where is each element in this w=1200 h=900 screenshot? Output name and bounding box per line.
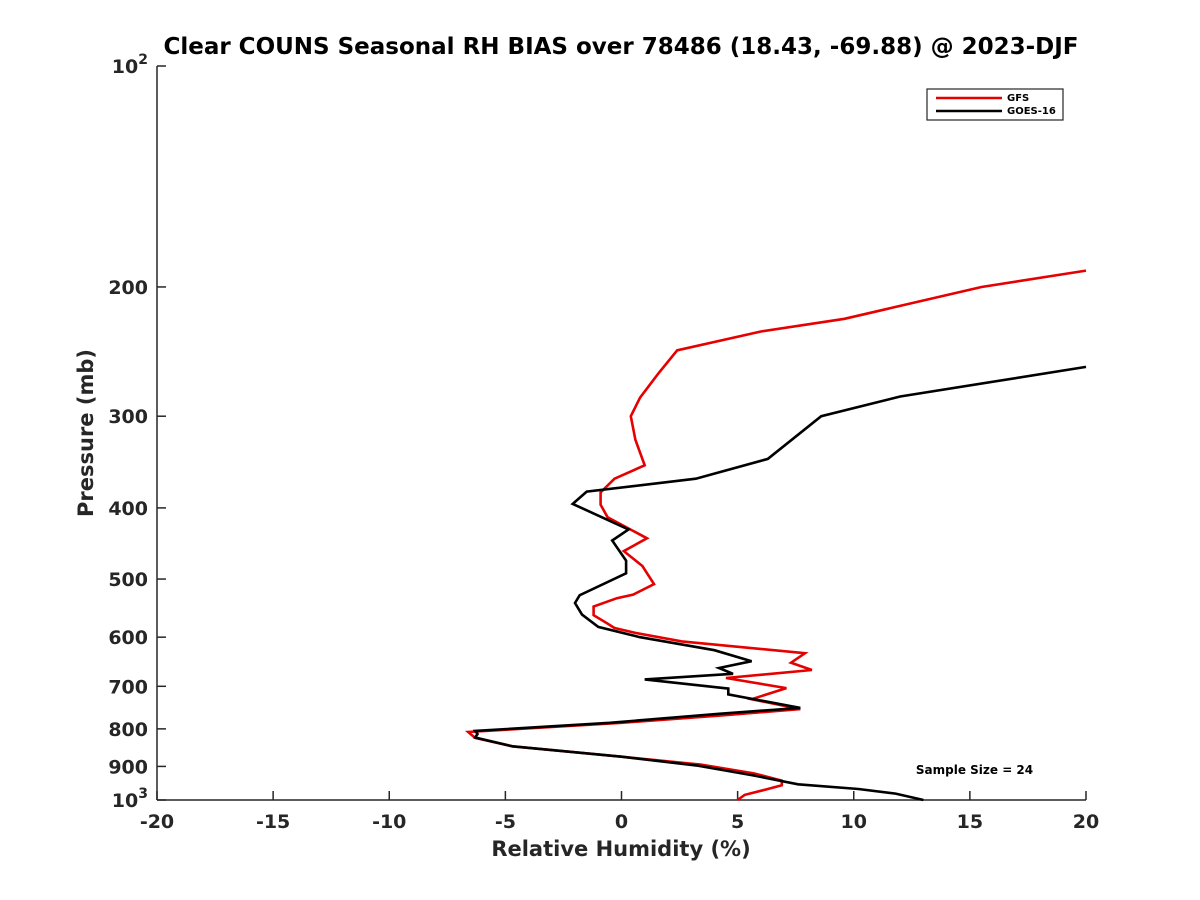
y-tick-label: 300	[108, 406, 148, 428]
x-tick-label: -10	[372, 811, 406, 833]
y-axis-label: Pressure (mb)	[74, 349, 98, 517]
series-layer	[464, 269, 1087, 802]
y-tick-label: 102	[112, 52, 148, 78]
x-tick-label: 5	[731, 811, 744, 833]
y-tick-label: 400	[108, 498, 148, 520]
legend-label-goes16: GOES-16	[1007, 106, 1056, 117]
series-line-gfs	[464, 269, 1087, 802]
y-tick-label: 500	[108, 569, 148, 591]
series-line-goes16	[472, 365, 1087, 802]
x-tick-label: 20	[1073, 811, 1099, 833]
legend: GFS GOES-16	[926, 88, 1064, 121]
y-tick-label: 700	[108, 676, 148, 698]
x-ticks: -20 -15 -10 -5 0 5 10 15 20	[140, 791, 1099, 833]
legend-label-gfs: GFS	[1007, 93, 1029, 104]
x-tick-label: 15	[957, 811, 983, 833]
x-tick-label: -20	[140, 811, 174, 833]
y-tick-label: 600	[108, 627, 148, 649]
x-tick-label: 10	[841, 811, 867, 833]
x-axis-label: Relative Humidity (%)	[491, 837, 750, 861]
y-tick-label: 800	[108, 719, 148, 741]
sample-size-annotation: Sample Size = 24	[916, 763, 1033, 777]
y-tick-label: 900	[108, 756, 148, 778]
x-tick-label: -5	[495, 811, 516, 833]
y-tick-label: 200	[108, 277, 148, 299]
x-tick-label: -15	[256, 811, 290, 833]
y-tick-label: 103	[112, 786, 148, 812]
x-tick-label: 0	[615, 811, 628, 833]
chart-title: Clear COUNS Seasonal RH BIAS over 78486 …	[163, 34, 1078, 60]
legend-box	[926, 88, 1064, 121]
y-ticks: 102 200 300 400 500 600 700 800 900 103	[108, 52, 166, 812]
